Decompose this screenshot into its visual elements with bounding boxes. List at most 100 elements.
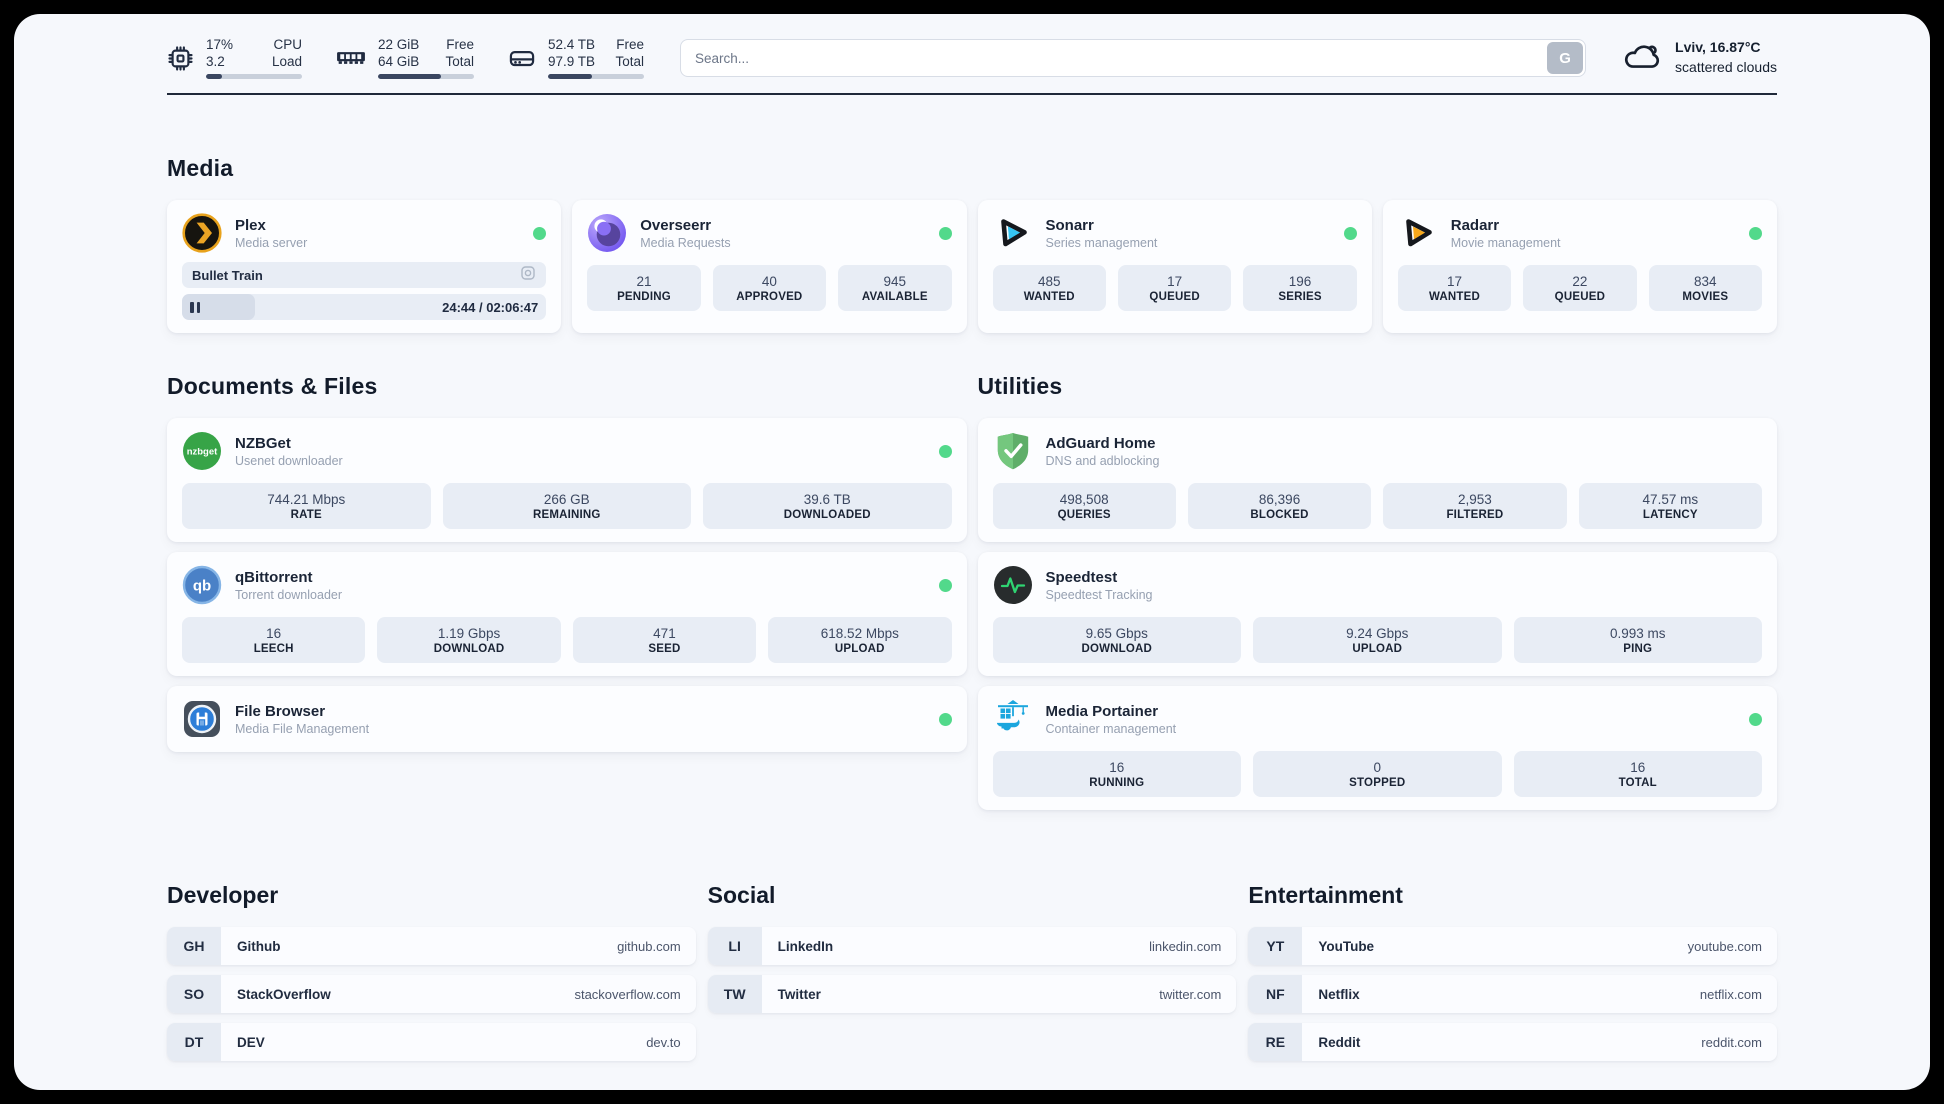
disk-total-label: Total — [615, 53, 644, 69]
status-online-dot — [1749, 712, 1762, 726]
weather-condition: scattered clouds — [1675, 59, 1777, 75]
system-stats: 17% 3.2 CPU Load — [167, 37, 644, 80]
svg-text:qb: qb — [193, 578, 211, 595]
stat-download: 1.19 Gbps DOWNLOAD — [377, 617, 561, 663]
svg-text:nzbget: nzbget — [187, 447, 218, 458]
app-card-overseerr[interactable]: Overseerr Media Requests 21 PENDING 40 A… — [572, 200, 967, 333]
ram-free-label: Free — [446, 36, 474, 52]
sonarr-icon — [993, 213, 1033, 253]
stat-approved: 40 APPROVED — [712, 265, 827, 311]
app-name: qBittorrent — [235, 568, 313, 586]
app-subtitle: Usenet downloader — [235, 453, 343, 468]
bookmark-twitter[interactable]: TW Twitter twitter.com — [707, 975, 1237, 1013]
status-online-dot — [1749, 226, 1762, 240]
cloud-icon — [1622, 40, 1662, 77]
cpu-chip-icon — [167, 45, 194, 72]
search-input[interactable] — [680, 39, 1587, 77]
bookmark-abbr: LI — [707, 927, 762, 965]
bookmark-url: stackoverflow.com — [574, 986, 681, 1002]
adguard-icon — [993, 431, 1033, 471]
app-card-plex[interactable]: Plex Media server Bullet Train — [167, 200, 562, 333]
weather-widget: Lviv, 16.87°C scattered clouds — [1622, 38, 1777, 77]
app-card-filebrowser[interactable]: File Browser Media File Management — [167, 686, 967, 752]
bookmark-abbr: DT — [167, 1023, 221, 1061]
screen-icon[interactable] — [520, 265, 536, 286]
app-subtitle: Media File Management — [235, 721, 370, 736]
bookmark-abbr: SO — [167, 975, 221, 1013]
app-card-portainer[interactable]: Media Portainer Container management 16 … — [977, 686, 1777, 810]
bookmark-netflix[interactable]: NF Netflix netflix.com — [1248, 975, 1777, 1013]
now-playing-title: Bullet Train — [192, 267, 263, 283]
stat-seed: 471 SEED — [572, 617, 757, 663]
bookmark-stackoverflow[interactable]: SO StackOverflow stackoverflow.com — [167, 975, 696, 1013]
app-subtitle: Speedtest Tracking — [1045, 587, 1153, 602]
stat-movies: 834 MOVIES — [1648, 265, 1763, 311]
filebrowser-icon — [182, 699, 222, 739]
player-seekbar[interactable]: 24:44 / 02:06:47 — [182, 294, 547, 320]
app-card-qbittorrent[interactable]: qb qBittorrent Torrent downloader 16 LEE… — [167, 552, 967, 676]
stat-leech: 16 LEECH — [182, 617, 366, 663]
cpu-usage-value: 17% — [206, 36, 234, 52]
bookmark-github[interactable]: GH Github github.com — [167, 927, 696, 965]
top-bar: 17% 3.2 CPU Load — [167, 14, 1777, 80]
stat-queued: 22 QUEUED — [1523, 265, 1637, 311]
status-online-dot — [938, 578, 952, 592]
app-name: Sonarr — [1045, 216, 1094, 234]
bookmark-url: dev.to — [646, 1034, 681, 1050]
status-online-dot — [938, 226, 952, 240]
stat-upload: 9.24 Gbps UPLOAD — [1253, 617, 1502, 663]
bookmark-name: Netflix — [1318, 986, 1360, 1002]
bookmark-dev[interactable]: DT DEV dev.to — [167, 1023, 696, 1061]
plex-icon — [182, 213, 222, 253]
disk-stat: 52.4 TB 97.9 TB Free Total — [508, 37, 644, 80]
status-online-dot — [1343, 226, 1357, 240]
stat-pending: 21 PENDING — [587, 265, 701, 311]
app-card-adguard[interactable]: AdGuard Home DNS and adblocking 498,508 … — [977, 418, 1777, 542]
stat-running: 16 RUNNING — [992, 751, 1241, 797]
stat-ping: 0.993 ms PING — [1513, 617, 1762, 663]
app-card-nzbget[interactable]: nzbget NZBGet Usenet downloader 744.21 M… — [167, 418, 967, 542]
app-name: NZBGet — [235, 434, 291, 452]
bookmark-abbr: YT — [1248, 927, 1303, 965]
app-card-speedtest[interactable]: Speedtest Speedtest Tracking 9.65 Gbps D… — [977, 552, 1777, 676]
app-subtitle: DNS and adblocking — [1045, 453, 1160, 468]
search-engine-button[interactable]: G — [1547, 42, 1584, 74]
ram-progress-bar — [378, 74, 474, 80]
app-name: Speedtest — [1045, 568, 1118, 586]
bookmark-reddit[interactable]: RE Reddit reddit.com — [1248, 1023, 1777, 1061]
stat-filtered: 2,953 FILTERED — [1383, 483, 1567, 529]
bookmark-url: reddit.com — [1701, 1034, 1762, 1050]
search-bar: G — [680, 39, 1587, 77]
stat-wanted: 485 WANTED — [992, 265, 1106, 311]
stat-downloaded: 39.6 TB DOWNLOADED — [703, 483, 952, 529]
bookmark-abbr: TW — [707, 975, 762, 1013]
cpu-load-value: 3.2 — [206, 53, 225, 69]
bookmark-youtube[interactable]: YT YouTube youtube.com — [1248, 927, 1777, 965]
speedtest-icon — [993, 565, 1033, 605]
bookmark-url: twitter.com — [1159, 986, 1222, 1002]
dashboard-page: 17% 3.2 CPU Load — [14, 14, 1930, 1090]
app-card-radarr[interactable]: Radarr Movie management 17 WANTED 22 QUE… — [1382, 200, 1777, 333]
bookmark-abbr: RE — [1248, 1023, 1303, 1061]
stat-wanted: 17 WANTED — [1397, 265, 1512, 311]
ram-total-value: 64 GiB — [378, 53, 420, 69]
stat-stopped: 0 STOPPED — [1253, 751, 1502, 797]
bookmark-linkedin[interactable]: LI LinkedIn linkedin.com — [707, 927, 1237, 965]
bookmark-url: netflix.com — [1699, 986, 1762, 1002]
stat-rate: 744.21 Mbps RATE — [182, 483, 431, 529]
cpu-label: CPU — [273, 36, 302, 52]
section-title-utilities: Utilities — [977, 373, 1063, 399]
stat-queued: 17 QUEUED — [1117, 265, 1232, 311]
app-card-sonarr[interactable]: Sonarr Series management 485 WANTED 17 Q… — [977, 200, 1372, 333]
disk-progress-bar — [548, 74, 644, 80]
stat-upload: 618.52 Mbps UPLOAD — [768, 617, 952, 663]
status-online-dot — [938, 712, 952, 726]
weather-location-temp: Lviv, 16.87°C — [1675, 39, 1761, 56]
stat-series: 196 SERIES — [1243, 265, 1357, 311]
app-name: File Browser — [235, 702, 326, 720]
radarr-icon — [1398, 213, 1438, 253]
app-name: AdGuard Home — [1045, 434, 1156, 452]
cpu-progress-bar — [206, 74, 302, 80]
status-online-dot — [938, 444, 952, 458]
pause-icon[interactable] — [190, 301, 200, 313]
